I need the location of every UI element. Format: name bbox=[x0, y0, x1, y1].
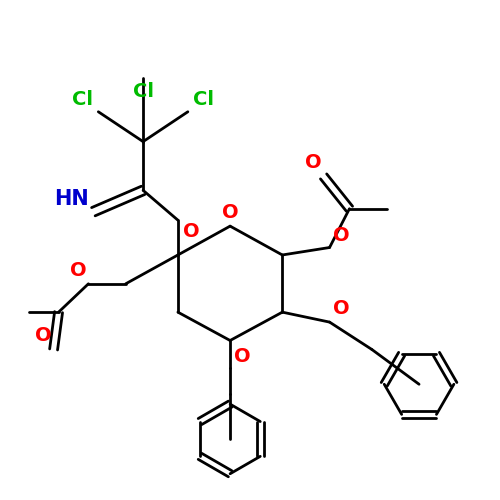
Text: O: O bbox=[70, 261, 86, 280]
Text: O: O bbox=[222, 203, 238, 222]
Text: Cl: Cl bbox=[72, 90, 94, 110]
Text: O: O bbox=[332, 299, 349, 318]
Text: O: O bbox=[183, 222, 200, 241]
Text: Cl: Cl bbox=[193, 90, 214, 110]
Text: O: O bbox=[234, 347, 250, 366]
Text: O: O bbox=[35, 326, 51, 345]
Text: Cl: Cl bbox=[132, 82, 154, 102]
Text: O: O bbox=[305, 154, 322, 172]
Text: HN: HN bbox=[54, 189, 88, 209]
Text: O: O bbox=[332, 226, 349, 244]
